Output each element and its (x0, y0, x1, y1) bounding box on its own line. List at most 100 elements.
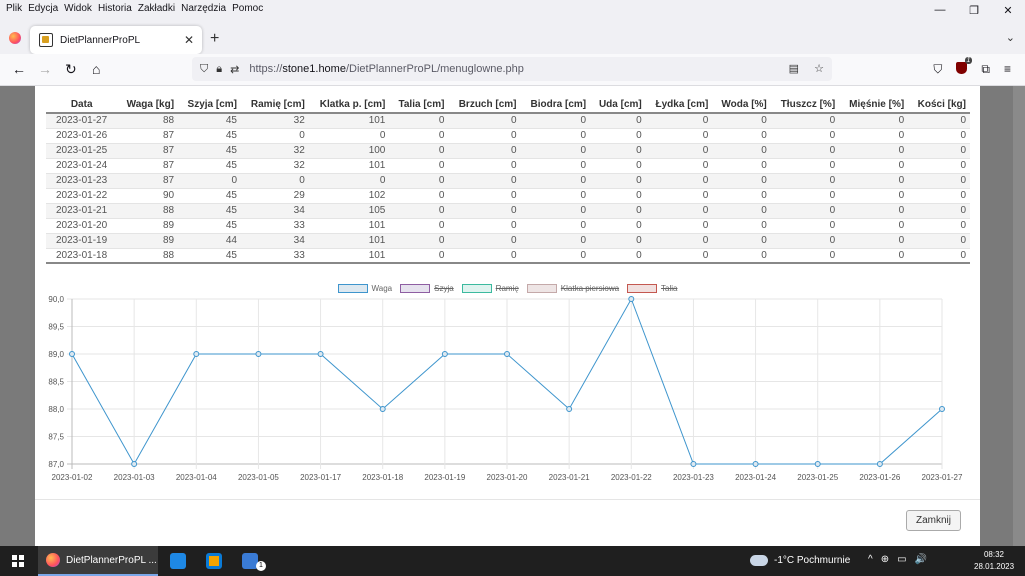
table-cell: 101 (308, 217, 390, 233)
column-header[interactable]: Kości [kg] (908, 96, 970, 114)
column-header[interactable]: Talia [cm] (389, 96, 449, 114)
legend-item[interactable]: Talia (627, 282, 678, 294)
forward-arrow-icon[interactable]: → (38, 61, 52, 77)
table-cell: 0 (712, 232, 771, 248)
data-point (504, 351, 510, 357)
list-all-tabs-button[interactable]: ⌄ (1005, 32, 1015, 44)
column-header[interactable]: Woda [%] (712, 96, 771, 114)
table-body: 2023-01-27 88 45 32 101 0 0 0 0 0 0 0 0 0 2023-01-26 87… (46, 112, 970, 264)
back-arrow-icon[interactable]: ← (12, 61, 26, 77)
remote-desktop-icon[interactable] (242, 553, 258, 569)
column-header[interactable]: Szyja [cm] (178, 96, 241, 114)
column-header[interactable]: Brzuch [cm] (448, 96, 521, 114)
page-content: Data Waga [kg] Szyja [cm] Ramię [cm] Klatka … (0, 86, 1025, 546)
table-cell: 33 (241, 217, 309, 233)
y-tick-label: 89,0 (48, 350, 64, 359)
column-header[interactable]: Łydka [cm] (645, 96, 713, 114)
tab-dietplanner[interactable]: DietPlannerProPL ✕ (30, 26, 202, 54)
table-cell: 0 (389, 127, 449, 143)
reload-icon[interactable]: ↻ (65, 61, 77, 77)
app-launcher-icon[interactable] (206, 553, 222, 569)
pocket-icon[interactable]: ⛉ (933, 62, 943, 76)
table-cell: 0 (908, 112, 970, 128)
column-header[interactable]: Klatka p. [cm] (308, 96, 390, 114)
column-header[interactable]: Uda [cm] (590, 96, 646, 114)
menu-edycja[interactable]: Edycja (28, 2, 59, 14)
ublock-extension-icon[interactable]: 1 (956, 57, 973, 77)
battery-icon[interactable]: ▭ (897, 554, 907, 565)
lock-icon[interactable]: 🔒︎ (216, 62, 223, 75)
windows-start-icon[interactable] (12, 555, 24, 567)
table-cell: 0 (590, 172, 646, 188)
legend-item[interactable]: Ramię (461, 282, 519, 294)
tray-overflow-icon[interactable]: ^ (868, 554, 873, 565)
legend-item[interactable]: Szyja (400, 282, 454, 294)
table-cell: 34 (241, 232, 309, 248)
app-menu-icon[interactable]: ≡ (1003, 62, 1011, 76)
column-header[interactable]: Data (46, 96, 118, 114)
shield-icon[interactable]: ⛉ (200, 62, 209, 75)
close-tab-icon[interactable]: ✕ (183, 33, 194, 47)
legend-item[interactable]: Klatka piersiowa (526, 282, 619, 294)
url-bar[interactable]: ⛉ 🔒︎ ⇄ https://stone1.home/DietPlannerPr… (192, 57, 832, 81)
page-scrollbar[interactable] (1013, 86, 1025, 546)
menu-narzedzia[interactable]: Narzędzia (181, 2, 227, 14)
data-point (566, 406, 573, 412)
bookmark-star-icon[interactable]: ☆ (814, 63, 824, 75)
table-cell: 0 (590, 247, 646, 264)
menu-zakladki[interactable]: Zakładki (137, 2, 176, 14)
table-cell: 0 (448, 172, 521, 188)
menu-pomoc[interactable]: Pomoc (232, 2, 264, 14)
menu-plik[interactable]: Plik (6, 2, 23, 14)
table-cell: 0 (448, 157, 521, 173)
table-cell: 0 (770, 142, 840, 158)
column-header[interactable]: Mięśnie [%] (839, 96, 909, 114)
table-cell: 0 (590, 142, 646, 158)
table-cell: 0 (839, 127, 909, 143)
table-cell: 0 (839, 202, 909, 218)
close-modal-button[interactable]: Zamknij (906, 510, 961, 531)
table-cell: 0 (770, 112, 840, 128)
taskbar-firefox-app[interactable]: DietPlannerProPL ... (38, 546, 158, 576)
table-cell: 45 (178, 142, 241, 158)
table-cell: 0 (645, 187, 713, 203)
table-cell: 0 (520, 157, 591, 173)
data-point (939, 406, 945, 412)
menu-widok[interactable]: Widok (64, 2, 92, 14)
table-cell: 44 (178, 232, 241, 248)
minimize-button[interactable]: — (934, 4, 946, 16)
system-tray: ^ ⊕ ▭ 🔊 (868, 554, 935, 565)
column-header[interactable]: Ramię [cm] (241, 96, 309, 114)
network-icon[interactable]: ⊕ (880, 554, 890, 565)
menu-historia[interactable]: Historia (97, 2, 132, 14)
table-cell: 0 (590, 157, 646, 173)
cloud-icon[interactable] (750, 555, 768, 566)
new-tab-button[interactable]: + (210, 30, 220, 47)
reader-view-icon[interactable]: ▤ (788, 63, 800, 75)
permissions-icon[interactable]: ⇄ (230, 63, 240, 76)
edge-browser-icon[interactable] (170, 553, 186, 569)
home-icon[interactable]: ⌂ (92, 61, 101, 77)
column-header[interactable]: Waga [kg] (117, 96, 179, 114)
table-cell: 0 (590, 187, 646, 203)
legend-item[interactable]: Waga (337, 282, 392, 294)
firefox-view-icon[interactable] (9, 32, 21, 44)
url-text[interactable]: https://stone1.home/DietPlannerProPL/men… (249, 63, 524, 75)
table-cell: 87 (117, 127, 179, 143)
y-tick-label: 89,5 (48, 323, 64, 332)
data-point (69, 351, 75, 357)
data-point (379, 406, 386, 412)
column-header[interactable]: Biodra [cm] (520, 96, 591, 114)
taskbar-clock[interactable]: 08:32 28.01.2023 (974, 549, 1014, 573)
restore-button[interactable]: ❐ (969, 4, 979, 17)
table-cell: 0 (839, 142, 909, 158)
y-tick-label: 87,0 (48, 460, 64, 469)
table-cell: 0 (908, 202, 970, 218)
column-header[interactable]: Tłuszcz [%] (770, 96, 840, 114)
table-cell: 0 (389, 202, 449, 218)
close-window-button[interactable]: ✕ (1003, 4, 1013, 17)
extensions-icon[interactable]: ⧉ (981, 62, 990, 76)
table-cell: 0 (908, 217, 970, 233)
weather-widget[interactable]: -1°C Pochmurnie (774, 555, 851, 566)
volume-icon[interactable]: 🔊 (914, 554, 927, 565)
